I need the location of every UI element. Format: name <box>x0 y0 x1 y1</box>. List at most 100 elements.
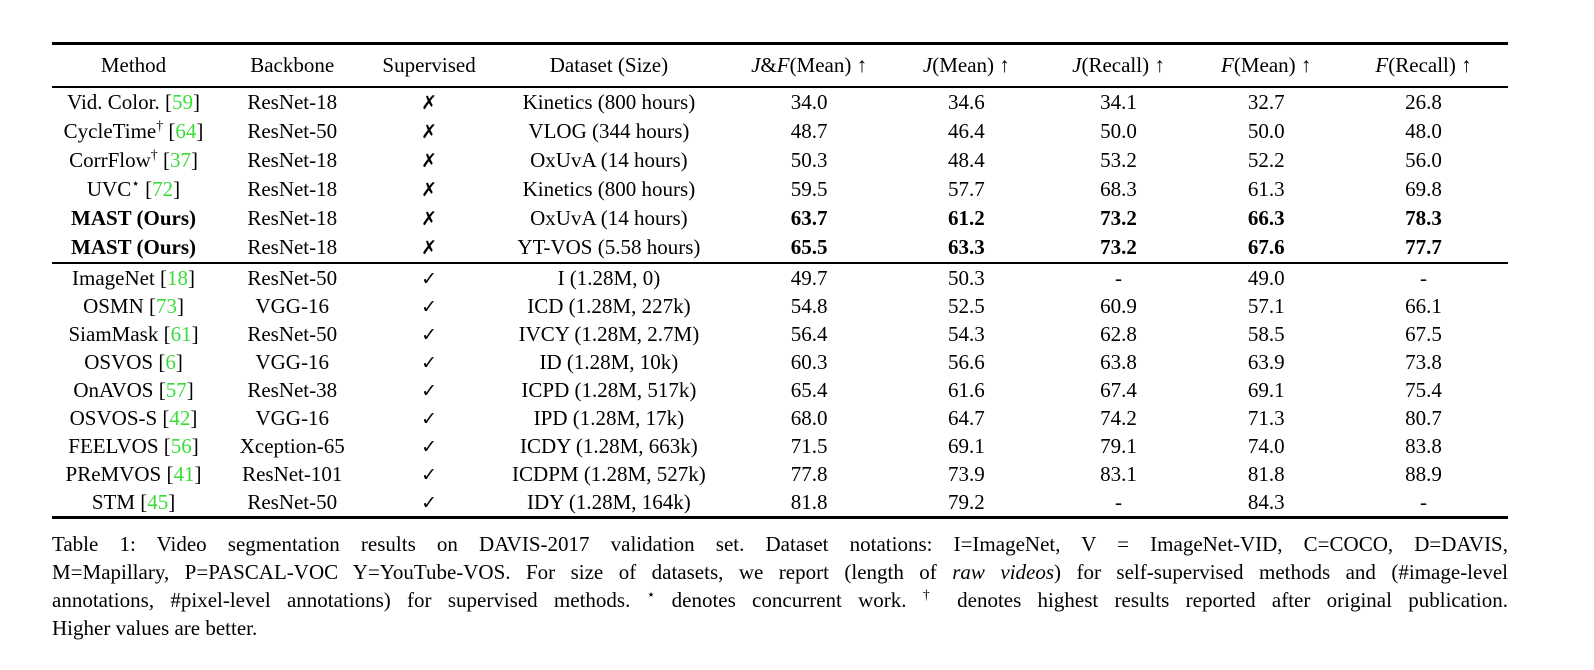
method-cell: CorrFlow† [37] <box>69 147 198 172</box>
table-row: OnAVOS [57] ResNet-38 ✓ ICPD (1.28M, 517k) 6… <box>52 376 1508 404</box>
citation-link[interactable]: 73 <box>156 293 177 318</box>
metric-cell-f-mean: 81.8 <box>1247 461 1285 486</box>
backbone-cell: ResNet-18 <box>247 206 338 230</box>
citation-link[interactable]: 72 <box>152 177 174 201</box>
dataset-cell: OxUvA (14 hours) <box>530 148 688 172</box>
metric-cell-f-recall: - <box>1420 489 1428 514</box>
method-cell: OSMN [73] <box>83 293 184 318</box>
mathcal-letter: F <box>776 53 790 77</box>
cross-icon: ✗ <box>421 208 438 230</box>
citation-link[interactable]: 41 <box>173 461 195 486</box>
caption-line: M=Mapillary, P=PASCAL-VOC Y=YouTube-VOS.… <box>52 558 1508 586</box>
metric-cell-jf-mean: 71.5 <box>790 433 828 458</box>
table-row: Vid. Color. [59] ResNet-18 ✗ Kinetics (800 … <box>52 87 1508 117</box>
metric-cell-jf-mean: 68.0 <box>790 405 828 430</box>
table-row: OSMN [73] VGG-16 ✓ ICD (1.28M, 227k) 54.8 52.… <box>52 292 1508 320</box>
dataset-cell: OxUvA (14 hours) <box>530 206 688 230</box>
dataset-cell: I (1.28M, 0) <box>488 262 730 292</box>
citation-link[interactable]: 56 <box>170 433 192 458</box>
table-row: STM [45] ResNet-50 ✓ IDY (1.28M, 164k) 81.8 7… <box>52 488 1508 518</box>
text-segment: M=Mapillary, P=PASCAL-VOC Y=YouTube-VOS.… <box>52 560 953 584</box>
metric-cell-f-recall: 67.5 <box>1405 321 1442 346</box>
citation-link[interactable]: 57 <box>165 377 187 402</box>
text-segment: Backbone <box>250 53 335 77</box>
supervised-cell: ✓ <box>369 460 488 488</box>
method-name: OSVOS-S <box>69 405 158 430</box>
dataset-cell: ICPD (1.28M, 517k) <box>521 377 697 402</box>
table-row: SiamMask [61] ResNet-50 ✓ IVCY (1.28M, 2.7M… <box>52 320 1508 348</box>
table-row: MAST (Ours) ResNet-18 ✗ YT-VOS (5.58 hours)… <box>52 233 1508 263</box>
dataset-cell: Kinetics (800 hours) <box>522 177 696 201</box>
metric-cell-f-recall: - <box>1339 262 1508 292</box>
metric-cell-j-recall: 53.2 <box>1100 148 1137 172</box>
metric-cell-j-recall: 63.8 <box>1100 349 1137 374</box>
dataset-cell: IDY (1.28M, 164k) <box>527 489 691 514</box>
results-table: Method Backbone Supervised Dataset (Size) J&… <box>52 42 1508 519</box>
caption-line: Table 1: Video segmentation results on D… <box>52 530 1508 558</box>
metric-cell-jf-mean: 49.7 <box>729 262 890 292</box>
citation-link[interactable]: 6 <box>165 349 176 374</box>
text-segment: (Mean) ↑ <box>1233 53 1312 77</box>
method-cell: CycleTime† [64] <box>63 118 204 143</box>
dataset-cell: ICDY (1.28M, 663k) <box>520 433 698 458</box>
text-segment: annotations, #pixel-level annotations) f… <box>52 588 647 612</box>
metric-cell-j-recall: 34.1 <box>1100 90 1137 114</box>
supervised-cell: ✗ <box>369 204 488 233</box>
metric-cell-jf-mean: 65.5 <box>790 235 828 259</box>
check-icon: ✓ <box>421 491 438 514</box>
backbone-cell: ResNet-18 <box>247 177 338 201</box>
metric-cell-j-recall: 68.3 <box>1100 177 1137 201</box>
supervised-cell: ✓ <box>369 432 488 460</box>
column-header-method: Method <box>52 43 216 88</box>
metric-cell-j-mean: 52.5 <box>947 293 985 318</box>
metric-cell-jf-mean: 34.0 <box>790 90 828 114</box>
backbone-cell: ResNet-18 <box>247 90 338 114</box>
citation-link[interactable]: 59 <box>171 90 193 114</box>
metric-cell-jf-mean: 59.5 <box>790 177 828 201</box>
metric-cell-j-mean: 61.6 <box>947 377 985 402</box>
supervised-cell: ✗ <box>369 87 488 117</box>
method-name: Vid. Color. <box>67 90 160 114</box>
mathcal-letter: J <box>922 53 933 77</box>
metric-cell-j-mean: 64.7 <box>947 405 985 430</box>
column-header-f-mean: F(Mean) ↑ <box>1193 43 1340 88</box>
table-row: OSVOS [6] VGG-16 ✓ ID (1.28M, 10k) 60.3 56.6 6… <box>52 348 1508 376</box>
dataset-cell: IPD (1.28M, 17k) <box>533 405 685 430</box>
citation-link[interactable]: 61 <box>170 321 192 346</box>
method-cell: OSVOS [6] <box>84 349 183 374</box>
text-segment: Supervised <box>382 53 476 77</box>
supervised-cell: ✓ <box>369 376 488 404</box>
check-icon: ✓ <box>421 295 438 318</box>
cross-icon: ✗ <box>421 237 438 259</box>
metric-cell-j-mean: 46.4 <box>947 119 985 143</box>
metric-cell-j-mean: 56.6 <box>947 349 985 374</box>
metric-cell-j-mean: 79.2 <box>947 489 985 514</box>
method-cell: OnAVOS [57] <box>73 377 194 402</box>
metric-cell-jf-mean: 60.3 <box>790 349 828 374</box>
citation-link[interactable]: 64 <box>175 119 197 143</box>
table-row: CorrFlow† [37] ResNet-18 ✗ OxUvA (14 hours)… <box>52 146 1508 175</box>
metric-cell-j-mean: 63.3 <box>947 235 985 259</box>
metric-cell-j-recall: 74.2 <box>1100 405 1137 430</box>
citation-link[interactable]: 37 <box>169 148 191 172</box>
supervised-cell: ✓ <box>369 292 488 320</box>
text-segment: (Recall) ↑ <box>1388 53 1472 77</box>
dataset-cell: YT-VOS (5.58 hours) <box>517 235 701 259</box>
metric-cell-jf-mean: 63.7 <box>790 206 828 230</box>
citation-link[interactable]: 45 <box>147 489 169 514</box>
metric-cell-f-mean: 74.0 <box>1247 433 1285 458</box>
dataset-cell: IVCY (1.28M, 2.7M) <box>518 321 700 346</box>
backbone-cell: ResNet-101 <box>242 461 343 486</box>
table-row: MAST (Ours) ResNet-18 ✗ OxUvA (14 hours) 63.… <box>52 204 1508 233</box>
citation-link[interactable]: 18 <box>167 265 189 290</box>
cross-icon: ✗ <box>421 150 438 172</box>
method-cell: SiamMask [61] <box>68 321 199 346</box>
metric-cell-f-mean: 71.3 <box>1247 405 1285 430</box>
method-name: ImageNet <box>72 265 155 290</box>
citation-link[interactable]: 42 <box>169 405 191 430</box>
check-icon: ✓ <box>421 407 438 430</box>
star-icon: ⋆ <box>131 176 140 191</box>
metric-cell-j-recall: - <box>1043 262 1194 292</box>
supervised-cell: ✓ <box>369 404 488 432</box>
column-header-jf-mean: J&F(Mean) ↑ <box>729 43 890 88</box>
